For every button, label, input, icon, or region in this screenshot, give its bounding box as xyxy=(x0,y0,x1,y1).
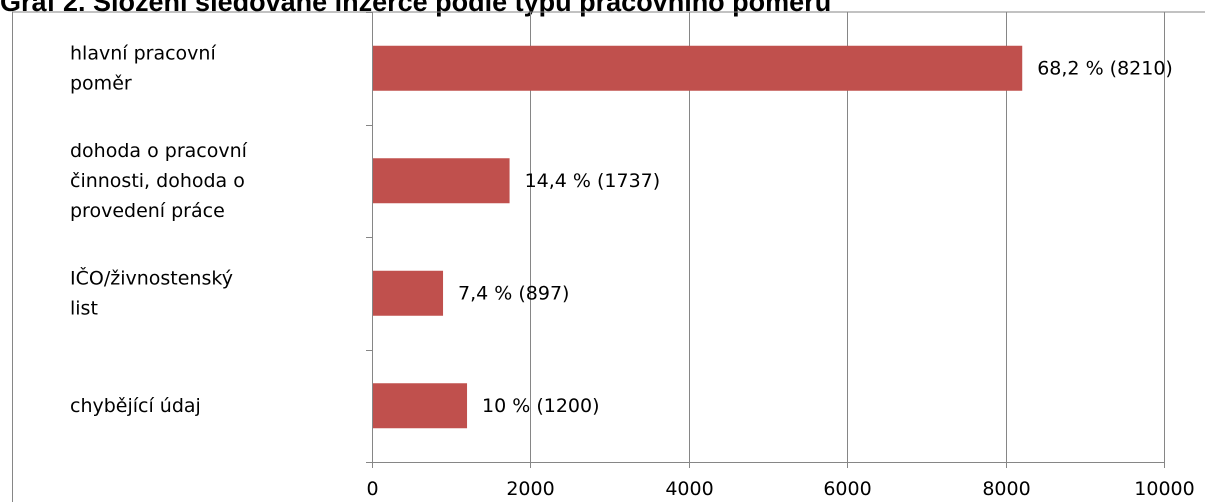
category-label: dohoda o pracovní xyxy=(70,140,248,162)
x-tick-label: 10000 xyxy=(1134,478,1194,500)
data-label: 68,2 % (8210) xyxy=(1037,57,1173,79)
bar xyxy=(373,45,1023,91)
bar xyxy=(373,383,468,429)
category-label: list xyxy=(70,297,98,319)
data-label: 10 % (1200) xyxy=(482,395,600,417)
category-label: IČO/živnostenský xyxy=(70,265,233,289)
category-label: provedení práce xyxy=(70,200,225,222)
category-label: poměr xyxy=(70,72,132,94)
x-tick-label: 2000 xyxy=(506,478,554,500)
category-label: chybějící údaj xyxy=(70,395,201,417)
x-tick-label: 0 xyxy=(366,478,378,500)
chart-title: Graf 2. Složení sledované inzerce podle … xyxy=(0,0,832,17)
bar xyxy=(373,158,510,204)
x-tick-label: 6000 xyxy=(823,478,871,500)
category-label: činnosti, dohoda o xyxy=(70,170,245,192)
data-label: 14,4 % (1737) xyxy=(525,170,661,192)
data-label: 7,4 % (897) xyxy=(458,282,569,304)
category-label: hlavní pracovní xyxy=(70,42,216,64)
x-tick-label: 4000 xyxy=(665,478,713,500)
bar xyxy=(373,270,444,316)
x-tick-label: 8000 xyxy=(982,478,1030,500)
